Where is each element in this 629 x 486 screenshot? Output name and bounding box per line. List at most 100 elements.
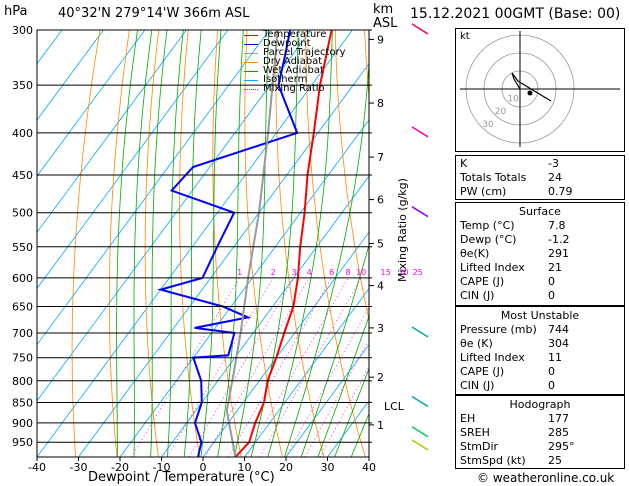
index-pw-label: PW (cm) bbox=[460, 185, 507, 198]
pressure-tick-label: 750 bbox=[12, 352, 33, 365]
dry-adiabat-line bbox=[334, 30, 369, 322]
legend-swatch bbox=[244, 89, 258, 90]
pressure-tick-label: 700 bbox=[12, 327, 33, 340]
x-tick-label: 20 bbox=[279, 461, 293, 474]
copyright: © weatheronline.co.uk bbox=[477, 471, 615, 485]
mixing-ratio-label: 8 bbox=[346, 268, 351, 277]
most-unstable-row-value: 744 bbox=[548, 323, 569, 336]
mixing-ratio-line bbox=[285, 306, 369, 457]
wet-adiabat-line bbox=[267, 30, 333, 457]
wind-barb-icon bbox=[411, 439, 429, 451]
hodograph-box: kt 10 20 30 bbox=[455, 28, 625, 152]
mixing-ratio-line bbox=[228, 277, 332, 457]
x-tick-label: 30 bbox=[321, 461, 335, 474]
surface-box: Surface Temp (°C) 7.8 Dewp (°C) -1.2 θe(K) 291… bbox=[455, 202, 625, 306]
isotherm-line bbox=[244, 287, 369, 457]
dry-adiabat-line bbox=[71, 30, 101, 457]
legend-swatch bbox=[244, 53, 258, 54]
isotherm-line bbox=[37, 30, 104, 121]
hodograph-ring-label: 30 bbox=[482, 120, 494, 130]
mixing-ratio-label: 25 bbox=[413, 268, 423, 277]
mixing-ratio-label: 6 bbox=[329, 268, 334, 277]
lcl-label: LCL bbox=[384, 400, 404, 413]
most-unstable-row-label: CAPE (J) bbox=[460, 365, 505, 378]
dry-adiabat-line bbox=[179, 30, 201, 457]
mixing-ratio-line bbox=[245, 277, 349, 457]
index-pw-value: 0.79 bbox=[548, 185, 573, 198]
wind-barb-icon bbox=[411, 426, 429, 438]
surface-row-value: 7.8 bbox=[548, 219, 566, 232]
isotherm-line bbox=[202, 231, 369, 457]
index-k-value: -3 bbox=[548, 157, 559, 170]
wet-adiabat-line bbox=[183, 30, 202, 457]
mixing-ratio-label: 4 bbox=[307, 268, 312, 277]
surface-row-value: 0 bbox=[548, 289, 555, 302]
surface-title: Surface bbox=[519, 205, 561, 218]
surface-row-label: Lifted Index bbox=[460, 261, 525, 274]
hodograph-table-row-label: StmSpd (kt) bbox=[460, 454, 526, 467]
wind-barb-icon bbox=[411, 206, 429, 218]
km-tick-label: 6 bbox=[377, 194, 384, 207]
legend-item: Mixing Ratio bbox=[244, 83, 364, 94]
surface-row-value: 0 bbox=[548, 275, 555, 288]
wet-adiabat-line bbox=[233, 30, 270, 457]
hpa-label: hPa bbox=[4, 4, 28, 19]
hodograph-table-row-value: 285 bbox=[548, 426, 569, 439]
most-unstable-row-value: 0 bbox=[548, 379, 555, 392]
wet-adiabat-line bbox=[284, 57, 369, 457]
hodograph-ring-label: 10 bbox=[507, 95, 519, 105]
most-unstable-row-value: 304 bbox=[548, 337, 569, 350]
legend-label: Dewpoint bbox=[263, 38, 311, 49]
legend-label: Parcel Trajectory bbox=[263, 47, 346, 58]
hodograph-ring-label: 20 bbox=[495, 107, 507, 117]
km-tick-label: 9 bbox=[377, 33, 384, 46]
legend-item: Wet Adiabat bbox=[244, 65, 364, 76]
index-row-k: K -3 bbox=[456, 157, 624, 170]
most-unstable-row: Lifted Index 11 bbox=[456, 351, 624, 364]
pressure-tick-label: 400 bbox=[12, 127, 33, 140]
x-tick-label: 10 bbox=[238, 461, 252, 474]
pressure-tick-label: 900 bbox=[12, 417, 33, 430]
legend-item: Isotherm bbox=[244, 74, 364, 85]
most-unstable-row: CAPE (J) 0 bbox=[456, 365, 624, 378]
surface-row-value: 291 bbox=[548, 247, 569, 260]
hodograph-table-title: Hodograph bbox=[509, 398, 571, 411]
legend-swatch bbox=[244, 71, 258, 72]
asl-label: ASL bbox=[373, 16, 398, 31]
x-tick-label: -20 bbox=[111, 461, 129, 474]
wet-adiabat-line bbox=[250, 30, 299, 457]
legend-swatch bbox=[244, 44, 258, 45]
wet-adiabat-line bbox=[150, 30, 168, 457]
mixing-ratio-label: 1 bbox=[237, 268, 242, 277]
wind-barb-icon bbox=[411, 23, 429, 35]
wet-adiabat-line bbox=[167, 30, 184, 457]
mixing-ratio-label: 15 bbox=[381, 268, 391, 277]
hodograph-table-row-value: 295° bbox=[548, 440, 575, 453]
y-axis-right-label: Mixing Ratio (g/kg) bbox=[396, 178, 409, 282]
isotherm-line bbox=[78, 63, 369, 457]
isotherm-line bbox=[37, 30, 353, 457]
mixing-ratio-label: 20 bbox=[398, 268, 408, 277]
surface-row: Lifted Index 21 bbox=[456, 261, 624, 274]
indices-box: K -3 Totals Totals 24 PW (cm) 0.79 bbox=[455, 155, 625, 200]
surface-row-label: Temp (°C) bbox=[460, 219, 515, 232]
km-tick-label: 3 bbox=[377, 322, 384, 335]
most-unstable-title: Most Unstable bbox=[500, 309, 580, 322]
dry-adiabat-line bbox=[305, 30, 366, 457]
hodograph-trace bbox=[511, 72, 552, 102]
km-tick-label: 2 bbox=[377, 371, 384, 384]
legend-label: Wet Adiabat bbox=[263, 65, 324, 76]
wind-barb-icon bbox=[411, 395, 429, 408]
hodograph-table-row: StmSpd (kt) 25 bbox=[456, 454, 624, 467]
isotherm-line bbox=[37, 30, 312, 402]
pressure-tick-label: 350 bbox=[12, 79, 33, 92]
hodograph-table-row-value: 25 bbox=[548, 454, 562, 467]
index-k-label: K bbox=[460, 157, 468, 170]
x-axis-label: Dewpoint / Temperature (°C) bbox=[88, 470, 275, 485]
isotherm-line bbox=[285, 343, 369, 457]
legend-label: Mixing Ratio bbox=[263, 83, 325, 94]
isotherm-line bbox=[37, 30, 187, 233]
surface-row-value: 21 bbox=[548, 261, 562, 274]
mixing-ratio-line bbox=[131, 277, 240, 457]
